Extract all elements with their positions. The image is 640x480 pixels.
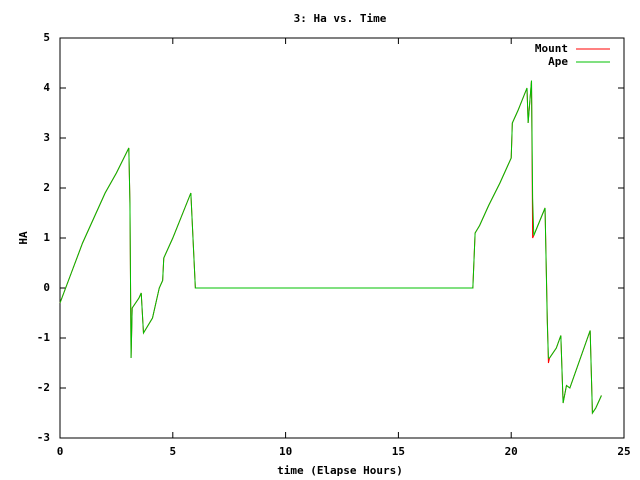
x-tick-label: 20 — [505, 445, 518, 458]
chart-title: 3: Ha vs. Time — [294, 12, 387, 25]
x-tick-label: 0 — [57, 445, 64, 458]
y-tick-label: 0 — [43, 281, 50, 294]
y-axis-label: HA — [17, 231, 30, 245]
x-tick-label: 15 — [392, 445, 405, 458]
x-tick-label: 5 — [169, 445, 176, 458]
y-tick-label: 3 — [43, 131, 50, 144]
x-tick-label: 10 — [279, 445, 292, 458]
y-tick-label: -3 — [37, 431, 50, 444]
plot-frame — [59, 37, 625, 439]
legend-label: Mount — [535, 42, 568, 55]
legend-label: Ape — [548, 55, 568, 68]
y-tick-label: -2 — [37, 381, 50, 394]
series-line — [59, 80, 602, 415]
y-tick-label: -1 — [37, 331, 51, 344]
y-tick-label: 4 — [43, 81, 50, 94]
series-line — [59, 80, 602, 415]
y-tick-label: 5 — [43, 31, 50, 44]
x-axis-label: time (Elapse Hours) — [277, 464, 403, 477]
y-tick-label: 2 — [43, 181, 50, 194]
y-tick-label: 1 — [43, 231, 50, 244]
x-tick-label: 25 — [617, 445, 630, 458]
